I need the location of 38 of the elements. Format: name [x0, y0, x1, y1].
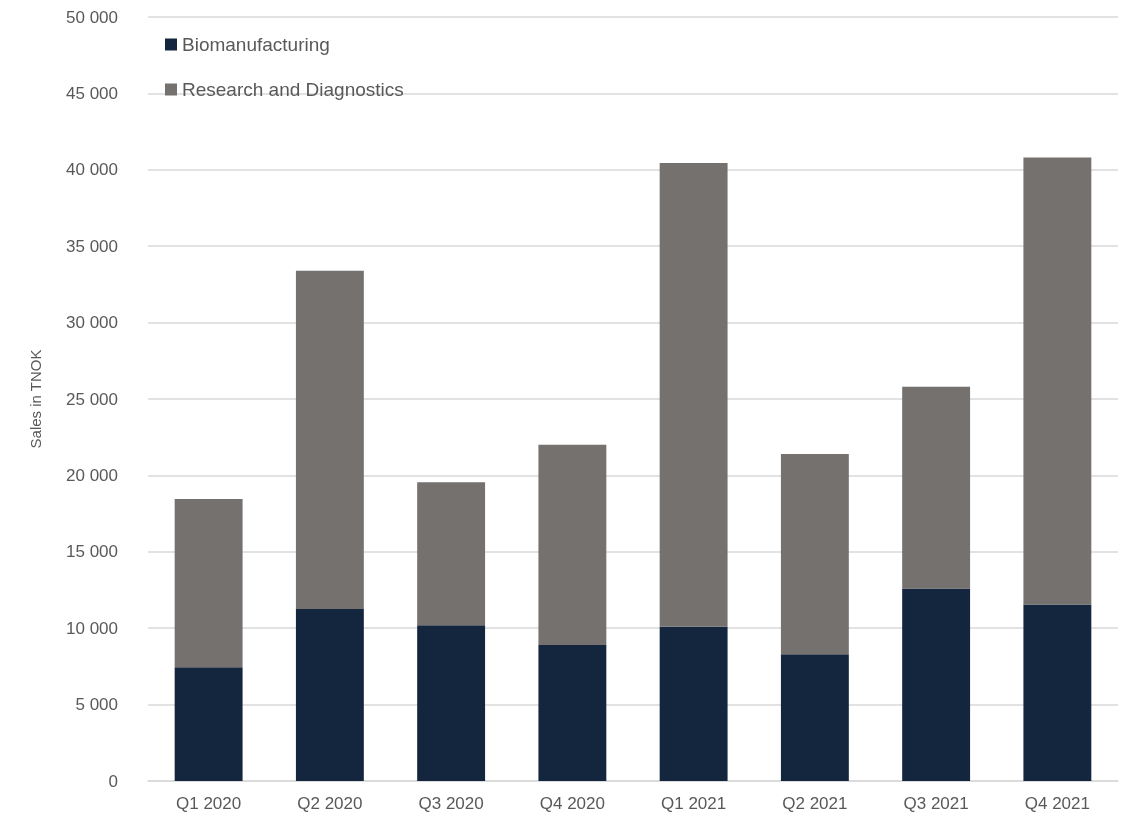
bar [1023, 157, 1092, 605]
x-tick-label: Q3 2020 [418, 794, 484, 813]
bar [1023, 604, 1092, 781]
bar [780, 454, 849, 655]
y-tick-label: 50 000 [66, 7, 118, 27]
y-tick-label: 10 000 [66, 618, 118, 638]
legend-label: Biomanufacturing [182, 34, 330, 55]
bar [659, 162, 728, 627]
y-axis-title: Sales in TNOK [27, 349, 44, 449]
y-tick-label: 15 000 [66, 542, 118, 562]
bar [417, 625, 486, 781]
bar [417, 482, 486, 626]
legend-label: Research and Diagnostics [182, 79, 404, 100]
y-tick-label: 35 000 [66, 236, 118, 256]
y-tick-label: 20 000 [66, 465, 118, 485]
x-tick-label: Q1 2020 [176, 794, 242, 813]
y-tick-label: 30 000 [66, 313, 118, 333]
bar [780, 654, 849, 781]
x-tick-label: Q3 2021 [903, 794, 969, 813]
x-tick-label: Q2 2021 [782, 794, 848, 813]
bar [174, 499, 243, 668]
y-tick-label: 45 000 [66, 83, 118, 103]
x-tick-label: Q4 2021 [1024, 794, 1090, 813]
bar [902, 588, 971, 781]
x-tick-label: Q2 2020 [297, 794, 363, 813]
y-tick-label: 25 000 [66, 389, 118, 409]
y-tick-label: 5 000 [75, 695, 118, 715]
y-tick-label: 0 [108, 771, 118, 791]
x-tick-label: Q4 2020 [539, 794, 605, 813]
bar [295, 270, 364, 610]
bar [659, 626, 728, 781]
x-tick-label: Q1 2021 [661, 794, 727, 813]
bar [538, 645, 607, 781]
bar [902, 386, 971, 589]
bar [538, 444, 607, 646]
bar [295, 609, 364, 781]
bar [174, 667, 243, 781]
y-tick-label: 40 000 [66, 160, 118, 180]
